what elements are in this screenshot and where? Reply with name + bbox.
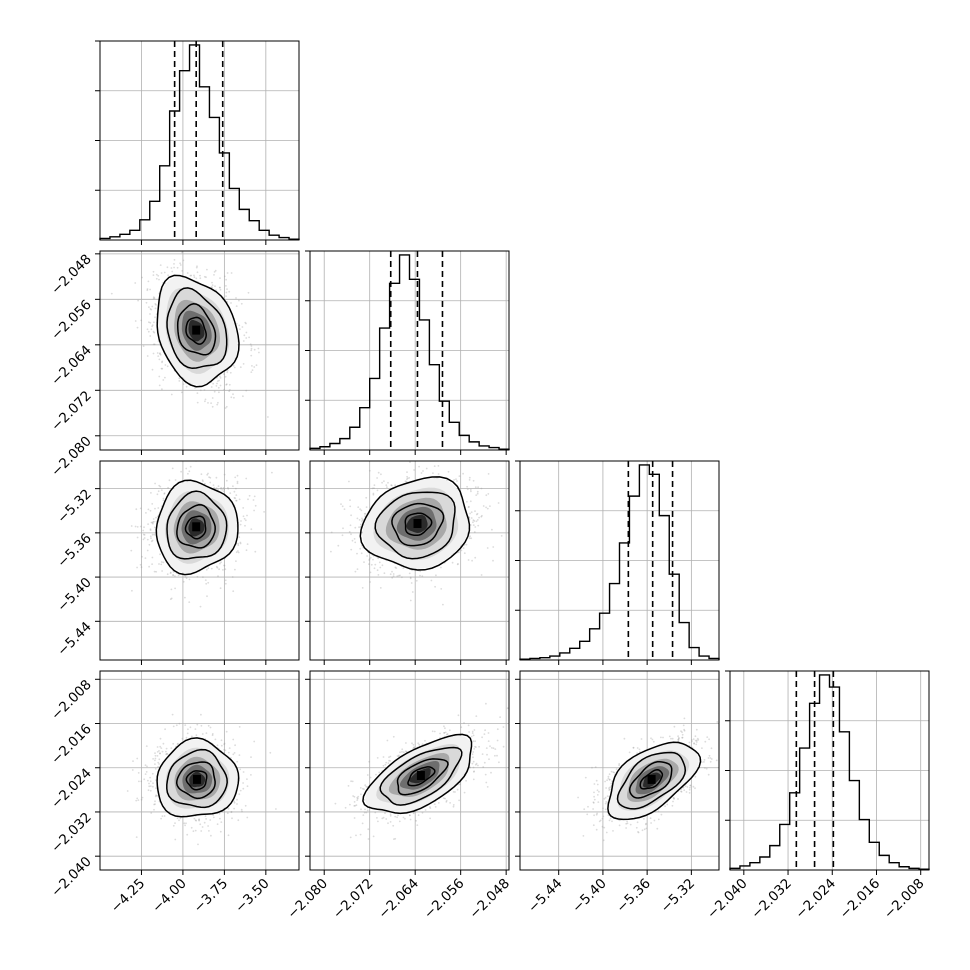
panel-frame [309, 670, 510, 871]
y-tick-label-3-0: −2.040 [48, 854, 95, 901]
contour-1 [616, 751, 687, 810]
density-peak [192, 325, 201, 335]
y-tick-label-2-3: −5.32 [54, 486, 95, 527]
density-peak [416, 771, 425, 780]
y-tick-label-3-3: −2.016 [48, 721, 95, 768]
scatter-panel-0-3 [95, 670, 300, 875]
contour-0 [155, 479, 239, 576]
x-tick-label-3-0: −2.040 [704, 876, 751, 923]
y-tick-label-2-1: −5.40 [54, 575, 95, 616]
x-tick-label-3-4: −2.008 [881, 876, 928, 923]
y-tick-label-3-4: −2.008 [48, 677, 95, 724]
contour-3 [184, 515, 207, 540]
contour-0 [156, 274, 240, 388]
panel-frame [99, 460, 300, 661]
x-tick-label-0-1: −4.00 [149, 876, 190, 917]
x-tick-label-0-0: −4.25 [108, 876, 149, 917]
contour-3 [639, 769, 664, 790]
contour-3 [407, 766, 436, 787]
density-peak [413, 519, 422, 528]
y-tick-label-1-4: −2.048 [48, 251, 95, 298]
panel-frame [99, 40, 300, 241]
scatter-panel-1-2 [305, 460, 510, 665]
panel-frame [99, 250, 300, 451]
histogram-panel-3 [725, 670, 930, 871]
y-tick-label-3-1: −2.032 [48, 809, 95, 856]
histogram-step-2 [519, 464, 720, 660]
contour-1 [374, 491, 456, 560]
y-tick-label-1-0: −2.080 [48, 433, 95, 480]
x-tick-label-1-2: −2.064 [375, 876, 422, 923]
density-peak [193, 774, 201, 784]
histogram-panel-0 [95, 40, 300, 241]
x-tick-label-1-0: −2.080 [284, 876, 331, 923]
histogram-step-0 [99, 44, 300, 240]
panel-frame [519, 670, 720, 871]
x-tick-label-3-2: −2.024 [792, 876, 839, 923]
panel-frame [309, 460, 510, 661]
x-tick-label-0-2: −3.75 [191, 876, 232, 917]
scatter-panel-2-3 [515, 670, 720, 875]
y-tick-label-2-0: −5.44 [54, 619, 95, 660]
panel-frame [729, 670, 930, 871]
x-tick-label-1-3: −2.056 [421, 876, 468, 923]
contour-0 [362, 733, 473, 815]
contour-2 [391, 502, 445, 547]
x-tick-label-2-3: −5.32 [658, 876, 699, 917]
contour-3 [185, 770, 208, 791]
histogram-panel-1 [305, 250, 510, 451]
contour-3 [404, 512, 433, 537]
contour-2 [175, 761, 216, 800]
x-tick-label-2-2: −5.36 [613, 876, 654, 917]
contour-2 [176, 303, 217, 356]
scatter-panel-1-3 [305, 670, 510, 875]
y-tick-label-1-3: −2.056 [48, 297, 95, 344]
y-tick-label-1-2: −2.064 [48, 342, 95, 389]
scatter-panel-0-1 [95, 250, 300, 455]
density-peak [192, 522, 201, 532]
x-tick-label-2-1: −5.40 [569, 876, 610, 917]
contour-2 [176, 504, 216, 549]
panel-frame [309, 250, 510, 451]
x-tick-label-3-3: −2.016 [837, 876, 884, 923]
contour-0 [359, 476, 471, 571]
contour-1 [166, 287, 228, 370]
panel-frame [519, 460, 720, 661]
contour-0 [156, 737, 240, 818]
contour-1 [379, 746, 463, 806]
contour-1 [166, 490, 228, 560]
x-tick-label-0-3: −3.50 [232, 876, 273, 917]
contour-2 [628, 760, 673, 799]
histogram-step-3 [729, 674, 930, 870]
contour-1 [166, 748, 228, 809]
x-tick-label-1-4: −2.048 [466, 876, 513, 923]
histogram-panel-2 [515, 460, 720, 661]
panel-frame [99, 670, 300, 871]
y-tick-label-2-2: −5.36 [54, 530, 95, 571]
x-tick-label-3-1: −2.032 [748, 876, 795, 923]
contour-2 [396, 758, 449, 796]
histogram-step-1 [309, 254, 510, 450]
scatter-panel-0-2 [95, 460, 300, 665]
y-tick-label-1-1: −2.072 [48, 388, 95, 435]
x-tick-label-2-0: −5.44 [525, 876, 566, 917]
contour-3 [185, 316, 207, 345]
density-peak [647, 774, 656, 784]
y-tick-label-3-2: −2.024 [48, 765, 95, 812]
contour-0 [607, 741, 702, 821]
x-tick-label-1-1: −2.072 [330, 876, 377, 923]
